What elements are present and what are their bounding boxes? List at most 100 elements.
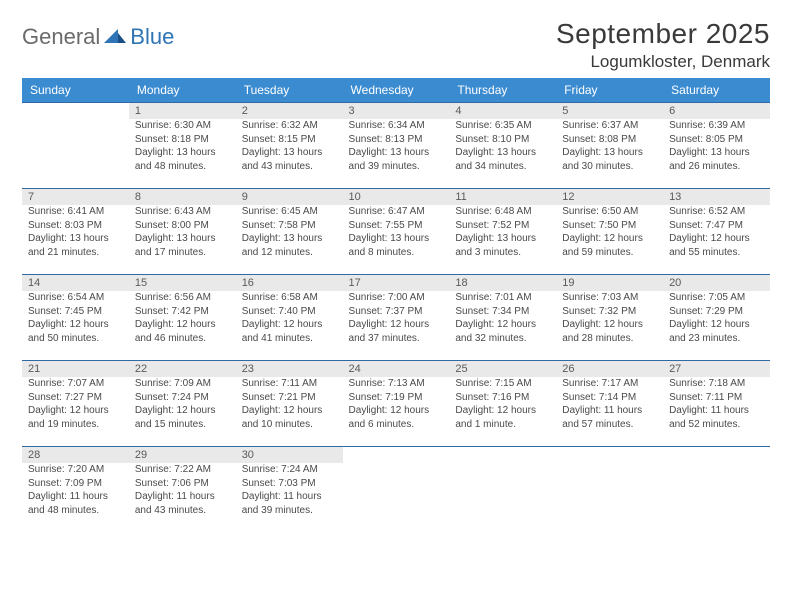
- day-number: 23: [236, 360, 343, 377]
- sunset-line: Sunset: 8:05 PM: [669, 133, 764, 147]
- day-number: 25: [449, 360, 556, 377]
- sunrise-line: Sunrise: 7:07 AM: [28, 377, 123, 391]
- day-cell: 23Sunrise: 7:11 AMSunset: 7:21 PMDayligh…: [236, 360, 343, 446]
- sunset-line: Sunset: 8:15 PM: [242, 133, 337, 147]
- col-thu: Thursday: [449, 78, 556, 102]
- sunrise-line: Sunrise: 6:37 AM: [562, 119, 657, 133]
- daylight-line: Daylight: 12 hours and 15 minutes.: [135, 404, 230, 431]
- daynum-empty: [449, 446, 556, 463]
- day-cell: 16Sunrise: 6:58 AMSunset: 7:40 PMDayligh…: [236, 274, 343, 360]
- day-number: 1: [129, 102, 236, 119]
- day-number: 18: [449, 274, 556, 291]
- day-cell: [556, 446, 663, 532]
- sunset-line: Sunset: 8:18 PM: [135, 133, 230, 147]
- day-cell: [663, 446, 770, 532]
- day-number: 12: [556, 188, 663, 205]
- day-info: Sunrise: 6:43 AMSunset: 8:00 PMDaylight:…: [129, 205, 236, 263]
- day-info: Sunrise: 7:01 AMSunset: 7:34 PMDaylight:…: [449, 291, 556, 349]
- location: Logumkloster, Denmark: [556, 52, 770, 72]
- day-info: Sunrise: 6:50 AMSunset: 7:50 PMDaylight:…: [556, 205, 663, 263]
- day-info: Sunrise: 6:58 AMSunset: 7:40 PMDaylight:…: [236, 291, 343, 349]
- daylight-line: Daylight: 12 hours and 46 minutes.: [135, 318, 230, 345]
- sunrise-line: Sunrise: 7:15 AM: [455, 377, 550, 391]
- daylight-line: Daylight: 11 hours and 43 minutes.: [135, 490, 230, 517]
- day-cell: 21Sunrise: 7:07 AMSunset: 7:27 PMDayligh…: [22, 360, 129, 446]
- day-cell: 11Sunrise: 6:48 AMSunset: 7:52 PMDayligh…: [449, 188, 556, 274]
- daylight-line: Daylight: 13 hours and 43 minutes.: [242, 146, 337, 173]
- sunrise-line: Sunrise: 6:41 AM: [28, 205, 123, 219]
- daylight-line: Daylight: 12 hours and 50 minutes.: [28, 318, 123, 345]
- day-info: Sunrise: 6:41 AMSunset: 8:03 PMDaylight:…: [22, 205, 129, 263]
- daylight-line: Daylight: 11 hours and 39 minutes.: [242, 490, 337, 517]
- day-number: 7: [22, 188, 129, 205]
- sunrise-line: Sunrise: 7:20 AM: [28, 463, 123, 477]
- sunrise-line: Sunrise: 6:35 AM: [455, 119, 550, 133]
- day-number: 20: [663, 274, 770, 291]
- day-number: 5: [556, 102, 663, 119]
- day-info: Sunrise: 6:56 AMSunset: 7:42 PMDaylight:…: [129, 291, 236, 349]
- day-number: 4: [449, 102, 556, 119]
- daylight-line: Daylight: 13 hours and 12 minutes.: [242, 232, 337, 259]
- day-number: 15: [129, 274, 236, 291]
- day-header-row: Sunday Monday Tuesday Wednesday Thursday…: [22, 78, 770, 102]
- daylight-line: Daylight: 12 hours and 32 minutes.: [455, 318, 550, 345]
- day-info: Sunrise: 6:37 AMSunset: 8:08 PMDaylight:…: [556, 119, 663, 177]
- logo-word2: Blue: [130, 24, 174, 50]
- daylight-line: Daylight: 12 hours and 6 minutes.: [349, 404, 444, 431]
- day-cell: 10Sunrise: 6:47 AMSunset: 7:55 PMDayligh…: [343, 188, 450, 274]
- col-sun: Sunday: [22, 78, 129, 102]
- day-number: 8: [129, 188, 236, 205]
- day-number: 3: [343, 102, 450, 119]
- sunset-line: Sunset: 7:09 PM: [28, 477, 123, 491]
- day-info: Sunrise: 7:20 AMSunset: 7:09 PMDaylight:…: [22, 463, 129, 521]
- calendar-body: 1Sunrise: 6:30 AMSunset: 8:18 PMDaylight…: [22, 102, 770, 532]
- sunrise-line: Sunrise: 6:58 AM: [242, 291, 337, 305]
- day-info: Sunrise: 6:48 AMSunset: 7:52 PMDaylight:…: [449, 205, 556, 263]
- day-number: 14: [22, 274, 129, 291]
- day-number: 28: [22, 446, 129, 463]
- day-number: 9: [236, 188, 343, 205]
- day-number: 11: [449, 188, 556, 205]
- daynum-empty: [22, 102, 129, 119]
- daylight-line: Daylight: 13 hours and 34 minutes.: [455, 146, 550, 173]
- day-info: Sunrise: 7:03 AMSunset: 7:32 PMDaylight:…: [556, 291, 663, 349]
- daylight-line: Daylight: 13 hours and 3 minutes.: [455, 232, 550, 259]
- day-number: 19: [556, 274, 663, 291]
- sunset-line: Sunset: 7:55 PM: [349, 219, 444, 233]
- sunrise-line: Sunrise: 6:48 AM: [455, 205, 550, 219]
- daylight-line: Daylight: 12 hours and 19 minutes.: [28, 404, 123, 431]
- day-number: 13: [663, 188, 770, 205]
- day-info: Sunrise: 6:34 AMSunset: 8:13 PMDaylight:…: [343, 119, 450, 177]
- sunset-line: Sunset: 7:37 PM: [349, 305, 444, 319]
- day-number: 27: [663, 360, 770, 377]
- daylight-line: Daylight: 12 hours and 55 minutes.: [669, 232, 764, 259]
- week-row: 7Sunrise: 6:41 AMSunset: 8:03 PMDaylight…: [22, 188, 770, 274]
- day-number: 24: [343, 360, 450, 377]
- sunset-line: Sunset: 7:21 PM: [242, 391, 337, 405]
- sunrise-line: Sunrise: 6:50 AM: [562, 205, 657, 219]
- sunrise-line: Sunrise: 7:11 AM: [242, 377, 337, 391]
- sunrise-line: Sunrise: 7:18 AM: [669, 377, 764, 391]
- week-row: 28Sunrise: 7:20 AMSunset: 7:09 PMDayligh…: [22, 446, 770, 532]
- day-number: 10: [343, 188, 450, 205]
- daynum-empty: [663, 446, 770, 463]
- day-number: 26: [556, 360, 663, 377]
- day-info: Sunrise: 7:09 AMSunset: 7:24 PMDaylight:…: [129, 377, 236, 435]
- daylight-line: Daylight: 12 hours and 37 minutes.: [349, 318, 444, 345]
- daylight-line: Daylight: 12 hours and 28 minutes.: [562, 318, 657, 345]
- day-info: Sunrise: 6:45 AMSunset: 7:58 PMDaylight:…: [236, 205, 343, 263]
- day-cell: 12Sunrise: 6:50 AMSunset: 7:50 PMDayligh…: [556, 188, 663, 274]
- sunset-line: Sunset: 7:58 PM: [242, 219, 337, 233]
- sunset-line: Sunset: 7:42 PM: [135, 305, 230, 319]
- sunset-line: Sunset: 7:40 PM: [242, 305, 337, 319]
- daylight-line: Daylight: 11 hours and 48 minutes.: [28, 490, 123, 517]
- day-cell: 25Sunrise: 7:15 AMSunset: 7:16 PMDayligh…: [449, 360, 556, 446]
- day-cell: 17Sunrise: 7:00 AMSunset: 7:37 PMDayligh…: [343, 274, 450, 360]
- day-cell: 28Sunrise: 7:20 AMSunset: 7:09 PMDayligh…: [22, 446, 129, 532]
- sunrise-line: Sunrise: 7:24 AM: [242, 463, 337, 477]
- col-fri: Friday: [556, 78, 663, 102]
- month-title: September 2025: [556, 18, 770, 50]
- sunset-line: Sunset: 7:32 PM: [562, 305, 657, 319]
- daylight-line: Daylight: 11 hours and 52 minutes.: [669, 404, 764, 431]
- sunrise-line: Sunrise: 6:52 AM: [669, 205, 764, 219]
